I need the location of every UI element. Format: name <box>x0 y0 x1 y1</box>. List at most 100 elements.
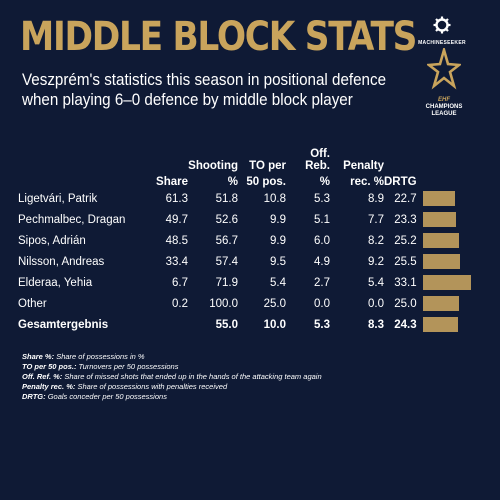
subtitle: Veszprém's statistics this season in pos… <box>22 70 386 110</box>
table-row: Pechmalbec, Dragan 49.7 52.6 9.9 5.1 7.7 23.3 <box>18 209 483 230</box>
star-icon <box>425 45 463 90</box>
cell-pen: 8.9 <box>368 192 384 205</box>
footnote-term: Penalty rec. %: <box>22 382 76 391</box>
cell-to: 10.0 <box>263 318 286 331</box>
page-title: MIDDLE BLOCK STATS <box>20 14 417 60</box>
footnote-line: Off. Ref. %: Share of missed shots that … <box>22 372 322 382</box>
subtitle-line-2: when playing 6–0 defence by middle block… <box>22 91 353 109</box>
total-row: Gesamtergebnis 55.0 10.0 5.3 8.3 24.3 <box>18 314 483 335</box>
cell-pen: 0.0 <box>368 297 384 310</box>
drtg-bar <box>422 296 459 311</box>
footnote-line: Share %: Share of possessions in % <box>22 352 322 362</box>
cell-shooting: 56.7 <box>215 234 238 247</box>
cell-off: 5.1 <box>314 213 330 226</box>
footnote-text: Turnovers per 50 possessions <box>76 362 179 371</box>
machineseeker-label: MACHINESEEKER <box>418 40 466 46</box>
cell-off: 4.9 <box>314 255 330 268</box>
cell-pen: 8.3 <box>368 318 384 331</box>
cell-share: 49.7 <box>165 213 188 226</box>
col-to-header-2: 50 pos. <box>246 176 286 188</box>
cell-pen: 9.2 <box>368 255 384 268</box>
stats-body: Ligetvári, Patrik 61.3 51.8 10.8 5.3 8.9 22.7 P… <box>18 188 483 335</box>
cell-shooting: 100.0 <box>209 297 238 310</box>
cell-name: Other <box>18 297 47 310</box>
header-row-1: Shooting TO per Off. Reb. Penalty <box>18 148 483 172</box>
col-offreb-header-1: Off. Reb. <box>305 148 330 172</box>
cell-off: 6.0 <box>314 234 330 247</box>
cell-share: 61.3 <box>165 192 188 205</box>
col-drtg-header-2: DRTG <box>384 176 417 188</box>
gear-icon <box>433 16 451 34</box>
footnote-text: Share of possessions with penalties rece… <box>75 382 228 391</box>
subtitle-line-1: Veszprém's statistics this season in pos… <box>22 71 387 89</box>
cell-off: 2.7 <box>314 276 330 289</box>
cell-drtg: 33.1 <box>394 276 417 289</box>
table-row: Ligetvári, Patrik 61.3 51.8 10.8 5.3 8.9 22.7 <box>18 188 483 209</box>
footnote-text: Share of missed shots that ended up in t… <box>62 372 322 381</box>
cell-off: 5.3 <box>314 318 330 331</box>
cell-name: Ligetvári, Patrik <box>18 192 98 205</box>
drtg-bar <box>422 191 456 206</box>
col-to-header-1: TO per <box>249 160 286 172</box>
cell-drtg: 23.3 <box>394 213 417 226</box>
cell-to: 9.5 <box>270 255 286 268</box>
cell-share: 48.5 <box>165 234 188 247</box>
cell-pen: 7.7 <box>368 213 384 226</box>
col-offreb-header-2: % <box>319 176 330 188</box>
cell-shooting: 52.6 <box>215 213 238 226</box>
cell-pen: 8.2 <box>368 234 384 247</box>
footnote-term: Off. Ref. %: <box>22 372 63 381</box>
ehf-label: EHF <box>438 97 450 103</box>
league-label: LEAGUE <box>431 111 457 117</box>
table-row: Sipos, Adrián 48.5 56.7 9.9 6.0 8.2 25.2 <box>18 230 483 251</box>
cell-off: 0.0 <box>314 297 330 310</box>
col-shooting-header-2: % <box>227 176 238 188</box>
col-share-header-1 <box>136 148 188 172</box>
cell-drtg: 25.2 <box>394 234 417 247</box>
footnote-term: Share %: <box>22 352 55 361</box>
champions-league-logo: EHF CHAMPIONS LEAGUE <box>418 45 470 118</box>
cell-drtg: 25.0 <box>394 297 417 310</box>
cell-shooting: 71.9 <box>215 276 238 289</box>
cell-to: 10.8 <box>263 192 286 205</box>
col-share-header-2: Share <box>156 176 188 188</box>
table-row: Other 0.2 100.0 25.0 0.0 0.0 25.0 <box>18 293 483 314</box>
drtg-bar <box>422 317 458 332</box>
cell-share <box>136 314 188 335</box>
cell-name: Sipos, Adrián <box>18 234 86 247</box>
footnote-line: DRTG: Goals conceder per 50 possessions <box>22 392 322 402</box>
footnotes: Share %: Share of possessions in % TO per… <box>22 352 322 402</box>
cell-share: 0.2 <box>172 297 188 310</box>
footnote-text: Goals conceder per 50 possessions <box>45 392 167 401</box>
cell-to: 25.0 <box>263 297 286 310</box>
cell-off: 5.3 <box>314 192 330 205</box>
footnote-line: Penalty rec. %: Share of possessions wit… <box>22 382 322 392</box>
cell-drtg: 25.5 <box>394 255 417 268</box>
table-row: Nilsson, Andreas 33.4 57.4 9.5 4.9 9.2 25.5 <box>18 251 483 272</box>
drtg-bar <box>422 233 460 248</box>
footnote-term: TO per 50 pos.: <box>22 362 77 371</box>
col-drtg-header-1 <box>384 148 417 172</box>
machineseeker-logo: MACHINESEEKER <box>416 16 468 46</box>
cell-name: Pechmalbec, Dragan <box>18 213 126 226</box>
cell-to: 9.9 <box>270 234 286 247</box>
footnote-text: Share of possessions in % <box>54 352 145 361</box>
cell-name: Nilsson, Andreas <box>18 255 105 268</box>
champions-label: CHAMPIONS <box>425 104 463 110</box>
cell-shooting: 57.4 <box>215 255 238 268</box>
cell-pen: 5.4 <box>368 276 384 289</box>
footnote-term: DRTG: <box>22 392 46 401</box>
col-penalty-header-1: Penalty <box>343 160 384 172</box>
header-row-2: Share % 50 pos. % rec. % DRTG <box>18 172 483 188</box>
cell-to: 5.4 <box>270 276 286 289</box>
cell-name: Elderaa, Yehia <box>18 276 93 289</box>
cell-drtg: 24.3 <box>394 318 417 331</box>
cell-drtg: 22.7 <box>394 192 417 205</box>
cell-shooting: 55.0 <box>215 318 238 331</box>
cell-shooting: 51.8 <box>215 192 238 205</box>
footnote-line: TO per 50 pos.: Turnovers per 50 possess… <box>22 362 322 372</box>
col-name-header <box>18 148 136 172</box>
cell-to: 9.9 <box>270 213 286 226</box>
drtg-bar <box>422 275 471 290</box>
drtg-bar <box>422 254 460 269</box>
